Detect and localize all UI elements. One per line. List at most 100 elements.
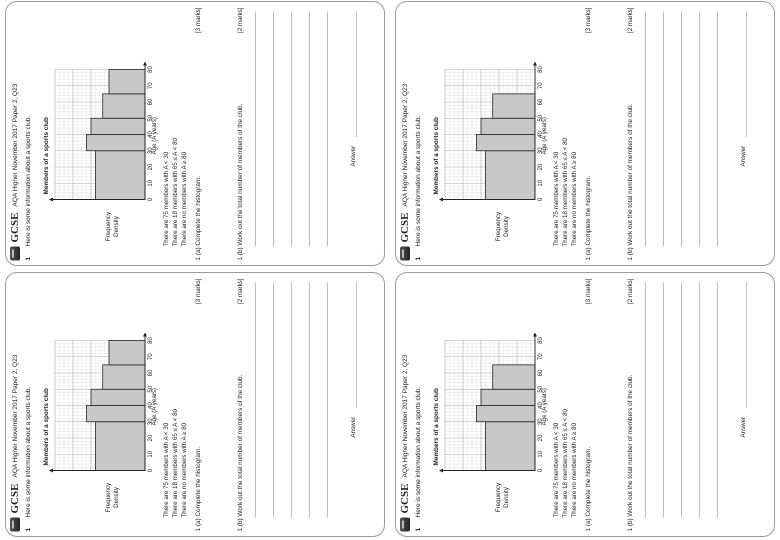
- x-tick-label: 20: [148, 434, 154, 441]
- y-axis-arrow: [49, 197, 53, 201]
- answer-line: [356, 282, 357, 407]
- histogram-bar: [90, 117, 146, 135]
- histogram-bar: [102, 92, 146, 119]
- histogram-bar: [476, 133, 536, 151]
- answer-label: Answer: [350, 416, 357, 437]
- histogram-bar: [102, 363, 146, 390]
- working-line: [645, 11, 646, 246]
- working-line: [327, 282, 328, 517]
- working-line: [309, 282, 310, 517]
- x-tick-label: 30: [538, 417, 544, 424]
- x-tick-label: 80: [148, 336, 154, 343]
- x-tick-label: 0: [538, 468, 544, 472]
- fact-item: There are 18 members with 65 ≤ A < 80: [561, 137, 569, 246]
- y-axis-label: Frequency Density: [495, 482, 510, 512]
- working-line: [717, 282, 718, 517]
- working-line: [663, 11, 664, 246]
- x-tick-label: 30: [538, 146, 544, 153]
- worksheet-card: GCSE AQA Higher November 2017 Paper 2, Q…: [395, 272, 775, 537]
- working-line: [309, 11, 310, 246]
- fact-item: There are 18 members with 65 ≤ A < 80: [561, 408, 569, 517]
- source-reference: AQA Higher November 2017 Paper 2, Q23: [402, 354, 409, 477]
- x-tick-label: 20: [538, 163, 544, 170]
- calculator-icon: [400, 517, 410, 531]
- question-number: 1: [25, 527, 32, 531]
- source-reference: AQA Higher November 2017 Paper 2, Q23: [402, 83, 409, 206]
- working-line: [681, 282, 682, 517]
- x-tick-label: 80: [538, 65, 544, 72]
- part-b-text: 1 (b) Work out the total number of membe…: [237, 374, 244, 531]
- part-a-marks: [3 marks]: [195, 7, 202, 33]
- x-tick-label: 50: [148, 385, 154, 392]
- x-tick-label: 70: [538, 81, 544, 88]
- histogram-bar: [476, 404, 536, 422]
- facts-list: There are 75 members with A < 30 There a…: [553, 138, 579, 246]
- x-axis-arrow: [143, 332, 147, 336]
- working-line: [273, 282, 274, 517]
- source-reference: AQA Higher November 2017 Paper 2, Q23: [12, 354, 19, 477]
- x-tick-label: 0: [538, 197, 544, 201]
- histogram: 0 10 20 30 40 50 60 70 80: [439, 332, 548, 482]
- histogram-svg: 0 10 20 30 40 50 60 70 80: [439, 332, 544, 472]
- source-reference: AQA Higher November 2017 Paper 2, Q23: [12, 83, 19, 206]
- x-tick-label: 20: [148, 163, 154, 170]
- y-axis-label: Frequency Density: [495, 211, 510, 241]
- histogram: 0 10 20 30 40 50 60 70 80: [49, 61, 158, 211]
- fact-item: There are 18 members with 65 ≤ A < 80: [171, 408, 179, 517]
- fact-item: There are 75 members with A < 30: [553, 422, 560, 517]
- fact-item: There are 75 members with A < 30: [163, 151, 170, 246]
- fact-item: There are 75 members with A < 30: [553, 151, 560, 246]
- gcse-brand: GCSE: [399, 212, 411, 242]
- histogram-svg: 0 10 20 30 40 50 60 70 80: [49, 332, 154, 472]
- histogram-bar: [485, 420, 536, 471]
- x-tick-label: 10: [148, 179, 154, 186]
- worksheet-card: GCSE AQA Higher November 2017 Paper 2, Q…: [5, 272, 385, 537]
- x-tick-label: 40: [538, 401, 544, 408]
- x-tick-label: 80: [148, 65, 154, 72]
- fact-item: There are no members with A ≥ 80: [180, 151, 188, 246]
- x-tick-label: 40: [148, 130, 154, 137]
- histogram-bar: [90, 388, 146, 406]
- fact-item: There are no members with A ≥ 80: [570, 151, 578, 246]
- intro-text: Here is some information about a sports …: [415, 115, 422, 246]
- gcse-brand: GCSE: [9, 212, 21, 242]
- x-tick-label: 30: [148, 417, 154, 424]
- part-a-text: 1 (a) Complete the histogram.: [585, 175, 592, 260]
- worksheet-card: GCSE AQA Higher November 2017 Paper 2, Q…: [5, 1, 385, 266]
- worksheet-page: GCSE AQA Higher November 2017 Paper 2, Q…: [396, 273, 774, 536]
- part-a-text: 1 (a) Complete the histogram.: [195, 446, 202, 531]
- intro-text: Here is some information about a sports …: [415, 386, 422, 517]
- intro-text: Here is some information about a sports …: [25, 386, 32, 517]
- part-a-marks: [3 marks]: [585, 278, 592, 304]
- part-a-text: 1 (a) Complete the histogram.: [195, 175, 202, 260]
- working-line: [255, 282, 256, 517]
- working-line: [645, 282, 646, 517]
- calculator-icon: [10, 246, 20, 260]
- x-axis-label: Age (A years): [541, 387, 548, 425]
- x-axis-label: Age (A years): [151, 387, 158, 425]
- x-tick-label: 0: [148, 197, 154, 201]
- working-line: [273, 11, 274, 246]
- histogram: 0 10 20 30 40 50 60 70 80: [49, 332, 158, 482]
- x-tick-label: 60: [148, 369, 154, 376]
- fact-item: There are no members with A ≥ 80: [570, 422, 578, 517]
- working-line: [663, 282, 664, 517]
- x-tick-label: 10: [148, 450, 154, 457]
- y-axis-arrow: [49, 468, 53, 472]
- working-line: [699, 11, 700, 246]
- x-tick-label: 10: [538, 179, 544, 186]
- question-number: 1: [415, 527, 422, 531]
- x-axis-arrow: [533, 61, 537, 65]
- histogram-svg: 0 10 20 30 40 50 60 70 80: [439, 61, 544, 201]
- question-number: 1: [415, 256, 422, 260]
- fact-item: There are no members with A ≥ 80: [180, 422, 188, 517]
- part-b-text: 1 (b) Work out the total number of membe…: [627, 103, 634, 260]
- y-axis-arrow: [439, 197, 443, 201]
- histogram-bar: [480, 388, 536, 406]
- histogram-bar: [108, 339, 146, 365]
- working-line: [717, 11, 718, 246]
- intro-text: Here is some information about a sports …: [25, 115, 32, 246]
- y-axis-label: Frequency Density: [105, 482, 120, 512]
- x-tick-label: 20: [538, 434, 544, 441]
- answer-label: Answer: [740, 145, 747, 166]
